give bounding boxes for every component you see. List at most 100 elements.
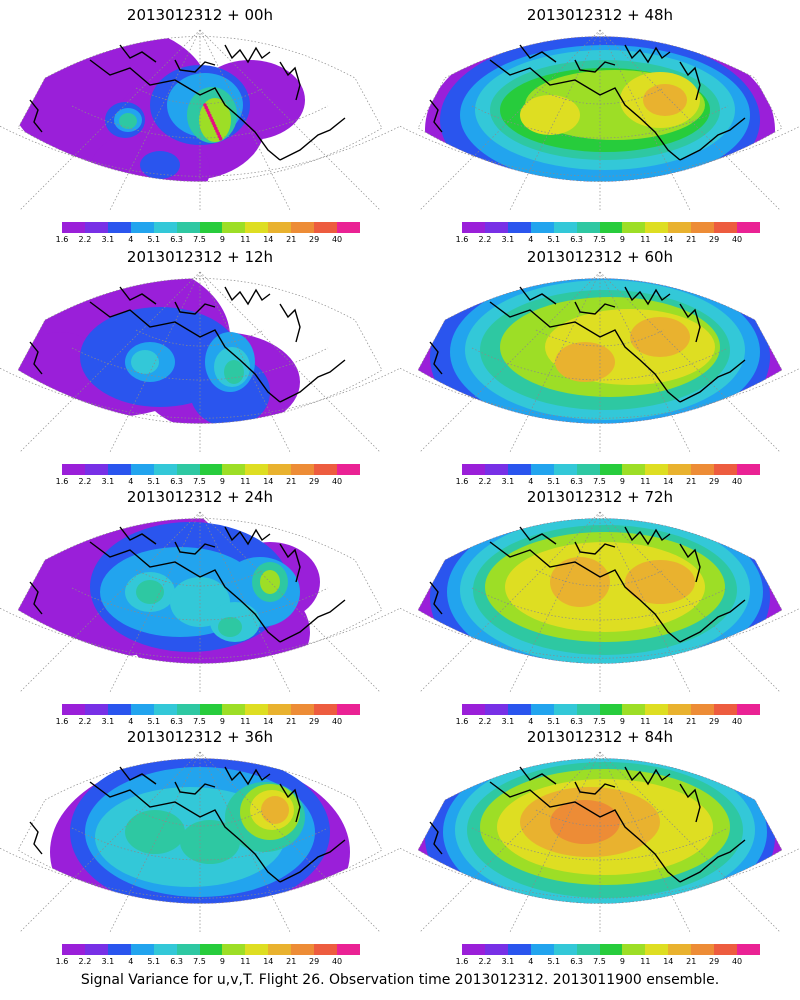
map-panel: 2013012312 + 72h 1.6 2.2 3.1 4 5.1 6.3 7.5 9 11 14… <box>400 482 800 727</box>
colorbar-swatch <box>153 944 177 955</box>
colorbar-swatch <box>222 464 246 475</box>
colorbar-tick-label: 40 <box>731 957 743 966</box>
colorbar-tick-label: 1.6 <box>55 235 69 244</box>
colorbar-tick-label: 2.2 <box>78 477 92 486</box>
colorbar-swatch <box>507 464 531 475</box>
map-panel: 2013012312 + 24h 1.6 2.2 3.1 4 5.1 6.3 7.5 9 11 14… <box>0 482 400 727</box>
contour-fill <box>160 427 240 457</box>
polar-map <box>0 511 400 693</box>
colorbar-swatch <box>107 222 131 233</box>
colorbar-swatch <box>507 222 531 233</box>
panel-title: 2013012312 + 00h <box>126 6 274 24</box>
colorbar-tick-label: 1.6 <box>455 477 469 486</box>
colorbar <box>462 944 760 955</box>
variance-field <box>18 36 305 182</box>
colorbar-swatch <box>245 222 269 233</box>
colorbar-tick-label: 6.3 <box>170 477 183 486</box>
graticule <box>0 751 400 933</box>
colorbar-tick-label: 4 <box>128 477 134 486</box>
colorbar-tick-label: 4 <box>528 957 534 966</box>
coastlines <box>29 44 346 161</box>
contour-fill <box>125 810 185 854</box>
colorbar-tick-label: 11 <box>640 717 651 726</box>
colorbar-tick-label: 14 <box>663 957 674 966</box>
contour-fill <box>625 560 695 604</box>
map-panel: 2013012312 + 36h 1.6 2.2 3.1 4 5.1 6.3 7.5 9 11 14… <box>0 722 400 967</box>
panel-title: 2013012312 + 48h <box>526 6 674 24</box>
polar-map <box>0 29 400 211</box>
colorbar-tick-label: 14 <box>263 235 274 244</box>
colorbar-swatch <box>153 222 177 233</box>
variance-field <box>425 36 775 182</box>
colorbar-tick-label: 3.1 <box>101 717 115 726</box>
colorbar-swatch <box>222 222 246 233</box>
contour-fill <box>180 820 240 864</box>
colorbar-swatch <box>130 464 154 475</box>
colorbar-swatch <box>668 222 692 233</box>
colorbar-swatch <box>645 704 669 715</box>
colorbar-tick-label: 9 <box>219 235 225 244</box>
figure-caption: Signal Variance for u,v,T. Flight 26. Ob… <box>80 972 720 988</box>
colorbar-swatch <box>530 464 554 475</box>
colorbar-swatch <box>291 464 315 475</box>
colorbar-swatch <box>484 464 508 475</box>
colorbar-tick-label: 5.1 <box>147 235 161 244</box>
panel-title: 2013012312 + 60h <box>526 248 674 266</box>
colorbar-tick-label: 21 <box>286 477 297 486</box>
contour-fill <box>131 350 159 374</box>
colorbar-tick-label: 14 <box>263 717 274 726</box>
colorbar-swatch <box>553 704 577 715</box>
colorbar-tick-label: 21 <box>286 957 297 966</box>
colorbar-tick-label: 1.6 <box>55 717 69 726</box>
colorbar-tick-label: 2.2 <box>78 957 92 966</box>
colorbar-swatch <box>714 944 738 955</box>
colorbar-swatch <box>599 222 623 233</box>
colorbar-swatch <box>645 222 669 233</box>
colorbar-swatch <box>337 704 360 715</box>
colorbar-tick-label: 2.2 <box>478 957 492 966</box>
colorbar-tick-label: 6.3 <box>570 717 583 726</box>
colorbar-swatch <box>622 464 646 475</box>
colorbar-tick-label: 4 <box>528 717 534 726</box>
colorbar-swatch <box>576 464 600 475</box>
contour-fill <box>218 617 242 637</box>
polar-map <box>0 271 400 457</box>
colorbar-tick-label: 6.3 <box>570 235 583 244</box>
colorbar-swatch <box>153 464 177 475</box>
contour-fill <box>140 151 180 179</box>
coastlines <box>429 44 746 161</box>
colorbar-swatch <box>337 464 360 475</box>
colorbar-tick-label: 6.3 <box>170 957 183 966</box>
colorbar-tick-label: 40 <box>331 477 343 486</box>
colorbar-tick-label: 29 <box>309 717 320 726</box>
colorbar-tick-label: 3.1 <box>101 957 115 966</box>
colorbar-swatch <box>691 464 715 475</box>
colorbar <box>62 944 360 955</box>
colorbar-tick-label: 9 <box>619 957 625 966</box>
colorbar-tick-label: 21 <box>286 235 297 244</box>
colorbar-swatch <box>62 704 85 715</box>
colorbar-tick-label: 7.5 <box>193 957 206 966</box>
colorbar-swatch <box>462 222 485 233</box>
colorbar-tick-label: 9 <box>619 477 625 486</box>
coastlines <box>29 766 346 883</box>
colorbar-tick-label: 3.1 <box>101 477 115 486</box>
colorbar-swatch <box>668 704 692 715</box>
colorbar-tick-label: 6.3 <box>570 477 583 486</box>
colorbar-tick-label: 7.5 <box>593 477 606 486</box>
panel-title: 2013012312 + 84h <box>526 728 674 746</box>
colorbar-swatch <box>737 222 760 233</box>
colorbar <box>462 222 760 233</box>
colorbar-tick-label: 40 <box>331 235 343 244</box>
colorbar-tick-label: 11 <box>640 957 651 966</box>
colorbar-swatch <box>153 704 177 715</box>
contour-fill <box>119 113 137 129</box>
colorbar-tick-label: 1.6 <box>455 235 469 244</box>
colorbar-tick-label: 1.6 <box>55 957 69 966</box>
colorbar-swatch <box>62 222 85 233</box>
contour-fill <box>555 342 615 382</box>
colorbar-tick-label: 29 <box>709 957 720 966</box>
colorbar-swatch <box>84 464 108 475</box>
colorbar-tick-label: 14 <box>663 477 674 486</box>
colorbar-swatch <box>530 222 554 233</box>
